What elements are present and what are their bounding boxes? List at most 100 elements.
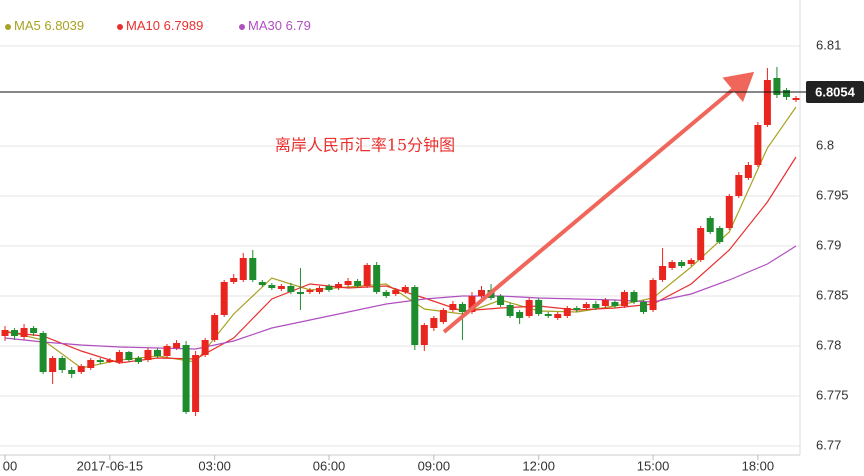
y-tick-label: 6.775 <box>816 387 849 402</box>
candles <box>1 67 800 416</box>
legend-label: MA5 6.8039 <box>14 18 84 33</box>
ma-line <box>4 245 797 350</box>
candle-body <box>478 290 486 296</box>
candle-body <box>134 358 142 362</box>
y-tick-label: 6.795 <box>816 187 849 202</box>
candle-body <box>77 366 85 372</box>
candle-body <box>258 282 266 285</box>
x-tick-label: 18:00 <box>742 458 775 473</box>
candle-body <box>220 282 228 315</box>
candle-body <box>582 304 590 308</box>
legend-value: 6.8039 <box>44 18 84 33</box>
candle-body <box>249 258 257 280</box>
x-tick-label: 12:00 <box>522 458 555 473</box>
candle-body <box>754 125 762 165</box>
x-tick-label: 15:00 <box>637 458 670 473</box>
candle-body <box>592 304 600 308</box>
candle-body <box>620 292 628 306</box>
candle-body <box>192 355 200 412</box>
candle-body <box>763 80 771 125</box>
candle-body <box>458 304 466 312</box>
candle-body <box>420 325 428 345</box>
candle-body <box>344 281 352 285</box>
candle-body <box>68 370 76 374</box>
candle-body <box>287 286 295 292</box>
candle-body <box>125 352 133 360</box>
y-tick-label: 6.785 <box>816 287 849 302</box>
candle-body <box>687 260 695 264</box>
legend-marker <box>117 24 123 30</box>
candle-body <box>373 265 381 292</box>
candle-body <box>401 287 409 292</box>
candle-body <box>468 296 476 312</box>
trend-arrow <box>442 71 755 334</box>
candle-body <box>449 304 457 310</box>
y-tick-label: 6.81 <box>816 37 841 52</box>
ma-line <box>4 156 797 364</box>
legend-name: MA10 <box>126 18 160 33</box>
candle-body <box>11 330 19 336</box>
candle-body <box>554 314 562 318</box>
legend-value: 6.79 <box>286 18 311 33</box>
legend-value: 6.7989 <box>164 18 204 33</box>
candle-body <box>39 333 47 372</box>
last-price-box <box>806 81 864 103</box>
candle-body <box>611 302 619 306</box>
candle-body <box>411 287 419 345</box>
price-line: 6.8054 <box>0 81 864 103</box>
candle-body <box>354 281 362 286</box>
candle-body <box>535 300 543 314</box>
candle-body <box>115 352 123 362</box>
legend-marker <box>239 24 245 30</box>
candle-body <box>782 90 790 97</box>
axes: 6.77 6.775 6.78 6.785 6.79 6.795 6.8 6.81 00 2017… <box>3 37 849 473</box>
candle-body <box>296 292 304 294</box>
candle-body <box>649 280 657 310</box>
x-tick-label: 03:00 <box>198 458 231 473</box>
candle-body <box>230 278 238 282</box>
x-tick-label: 06:00 <box>313 458 346 473</box>
candle-body <box>30 328 38 333</box>
candle-body <box>735 175 743 196</box>
candle-body <box>497 296 505 305</box>
candle-body <box>744 165 752 178</box>
candle-body <box>106 360 114 362</box>
candle-body <box>439 310 447 322</box>
candle-body <box>792 98 800 100</box>
candle-body <box>668 262 676 268</box>
legend-name: MA5 <box>14 18 41 33</box>
candle-body <box>1 330 9 336</box>
candle-body <box>239 258 247 280</box>
candle-body <box>678 262 686 266</box>
candle-body <box>716 228 724 242</box>
candle-body <box>525 300 533 316</box>
candle-body <box>58 358 66 370</box>
candle-body <box>659 266 667 280</box>
candle-body <box>20 328 28 337</box>
candle-body <box>211 315 219 340</box>
candle-body <box>96 360 104 362</box>
y-tick-label: 6.77 <box>816 437 841 452</box>
x-tick-label: 00 <box>3 458 17 473</box>
candle-body <box>563 308 571 316</box>
candle-body <box>173 343 181 348</box>
y-tick-label: 6.79 <box>816 237 841 252</box>
candle-body <box>182 345 190 412</box>
candle-body <box>697 228 705 260</box>
x-tick-label: 2017-06-15 <box>77 458 144 473</box>
candle-body <box>315 288 323 292</box>
candle-body <box>706 218 714 232</box>
candle-body <box>335 284 343 288</box>
y-tick-label: 6.8 <box>816 137 834 152</box>
candle-body <box>601 300 609 306</box>
y-tick-label: 6.78 <box>816 337 841 352</box>
candle-body <box>49 358 57 372</box>
candle-body <box>268 285 276 288</box>
candle-body <box>392 290 400 294</box>
legend-marker <box>5 24 11 30</box>
legend-name: MA30 <box>248 18 282 33</box>
candle-body <box>640 302 648 312</box>
candle-body <box>87 360 95 368</box>
x-tick-label: 09:00 <box>418 458 451 473</box>
